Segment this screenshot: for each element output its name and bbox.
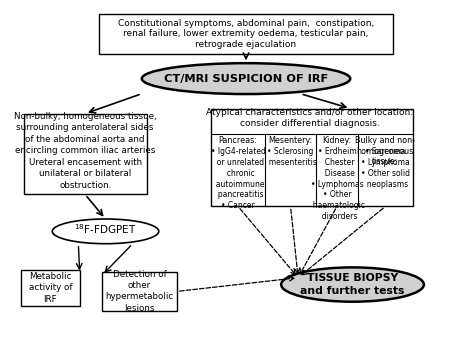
FancyBboxPatch shape: [24, 114, 147, 194]
Text: $^{18}$F-FDGPET: $^{18}$F-FDGPET: [74, 222, 137, 236]
Text: • Sclerosing
  mesenteritis: • Sclerosing mesenteritis: [264, 147, 317, 167]
FancyBboxPatch shape: [211, 109, 412, 207]
Text: Non-bulky, homogeneous tissue,
surrounding anterolateral sides
of the abdominal : Non-bulky, homogeneous tissue, surroundi…: [14, 112, 156, 190]
Text: • Sarcoma
• Lymphoma
• Other solid
  neoplasms: • Sarcoma • Lymphoma • Other solid neopl…: [361, 147, 410, 189]
Text: CT/MRI SUSPICION OF IRF: CT/MRI SUSPICION OF IRF: [164, 74, 328, 84]
FancyBboxPatch shape: [102, 272, 177, 311]
Text: • IgG4-related
  or unrelated
  chronic
  autoimmune
  pancreatitis
• Cancer: • IgG4-related or unrelated chronic auto…: [210, 147, 265, 210]
Text: Pancreas:: Pancreas:: [219, 136, 257, 145]
FancyBboxPatch shape: [99, 14, 393, 54]
Text: Metabolic
activity of
IRF: Metabolic activity of IRF: [28, 272, 72, 303]
Text: TISSUE BIOPSY
and further tests: TISSUE BIOPSY and further tests: [301, 273, 405, 296]
Ellipse shape: [142, 63, 350, 94]
Ellipse shape: [52, 219, 159, 244]
Text: Detection of
other
hypermetabolic
lesions: Detection of other hypermetabolic lesion…: [105, 270, 173, 312]
Text: Mesentery:: Mesentery:: [268, 136, 313, 145]
FancyBboxPatch shape: [21, 270, 80, 306]
Text: Bulky and non-
homogeneous
tissue:: Bulky and non- homogeneous tissue:: [356, 136, 415, 166]
Text: Atypical characteristics and/or other location:
consider differential diagnosis.: Atypical characteristics and/or other lo…: [206, 108, 413, 128]
Text: Kidney:: Kidney:: [322, 136, 352, 145]
Ellipse shape: [281, 267, 424, 302]
Text: Constitutional symptoms, abdominal pain,  constipation,
renal failure, lower ext: Constitutional symptoms, abdominal pain,…: [118, 19, 374, 49]
Text: • Erdheim
  Chester
  Disease
• Lymphomas
• Other
  haematologic
  disorders: • Erdheim Chester Disease • Lymphomas • …: [309, 147, 365, 221]
